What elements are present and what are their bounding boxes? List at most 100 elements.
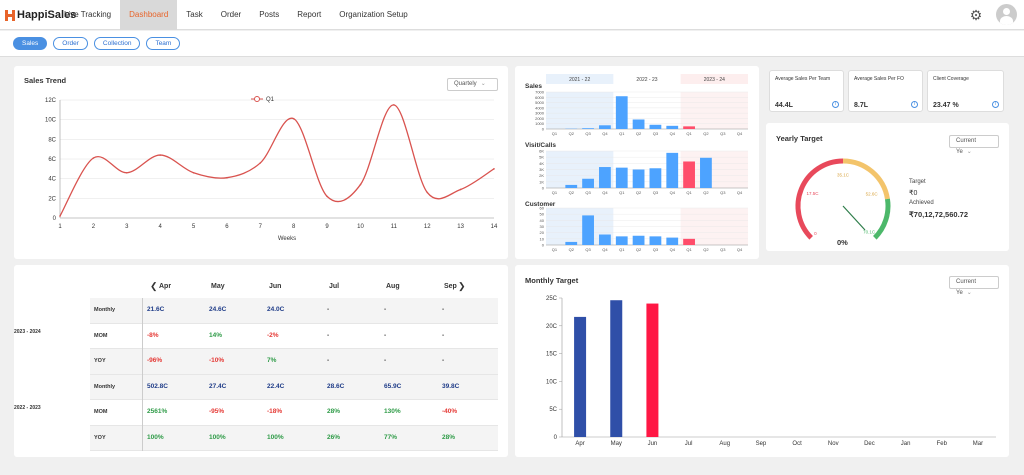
x-tick-label: Q3	[585, 247, 591, 252]
nav-item-order[interactable]: Order	[220, 10, 242, 19]
nav-item-report[interactable]: Report	[297, 10, 322, 19]
bar-jun[interactable]	[646, 303, 659, 437]
monthly-target-period-select[interactable]: Current Ye ⌄	[949, 276, 999, 296]
data-point	[125, 171, 128, 174]
kpi-avg-sales-team[interactable]: Average Sales Per Team 44.4L i	[769, 70, 844, 112]
nav-item-task[interactable]: Task	[186, 10, 203, 19]
y-tick-label: 1000	[535, 121, 545, 126]
bar[interactable]	[599, 234, 611, 245]
nav-item-live-tracking[interactable]: Live Tracking	[64, 10, 112, 19]
period-shade	[680, 92, 748, 129]
gear-icon[interactable]: ⚙	[969, 7, 983, 23]
gauge-segment	[795, 158, 844, 240]
year-label: 2022 - 2023	[14, 405, 41, 411]
bar[interactable]	[666, 125, 679, 129]
gauge-segment	[842, 158, 890, 200]
x-tick-label: 6	[225, 224, 229, 230]
top-navbar: HappiSales Live Tracking Dashboard Task Ord…	[0, 0, 1024, 30]
table-cell: 28%	[442, 433, 456, 441]
kpi-avg-sales-fo[interactable]: Average Sales Per FO 8.7L i	[848, 70, 923, 112]
y-tick-label: 0	[542, 186, 545, 191]
x-tick-label: 1	[58, 224, 62, 230]
y-tick-label: 6000	[535, 95, 545, 100]
row-label: YOY	[94, 434, 106, 441]
bar[interactable]	[683, 161, 695, 188]
x-tick-label: Q3	[653, 247, 659, 252]
bar[interactable]	[700, 157, 712, 188]
bar[interactable]	[615, 236, 628, 245]
avatar[interactable]	[996, 4, 1017, 25]
x-tick-label: 5	[192, 224, 196, 230]
tab-collection[interactable]: Collection	[93, 37, 141, 50]
achieved-value: ₹70,12,72,560.72	[909, 210, 968, 219]
bar[interactable]	[683, 238, 695, 245]
bar[interactable]	[632, 235, 645, 245]
data-point	[459, 188, 462, 191]
tab-sales[interactable]: Sales	[13, 37, 48, 50]
bar-apr[interactable]	[574, 316, 587, 437]
month-header: Jun	[269, 283, 282, 290]
sales-trend-period-select[interactable]: Quartely ⌄	[447, 78, 498, 91]
bar[interactable]	[599, 167, 611, 188]
bar[interactable]	[649, 124, 662, 129]
period-header-label: 2021 - 22	[569, 77, 590, 83]
kpi-title: Average Sales Per FO	[854, 76, 904, 82]
bar[interactable]	[683, 126, 695, 129]
table-cell: -8%	[147, 331, 159, 339]
nav-item-dashboard[interactable]: Dashboard	[120, 0, 178, 30]
legend-label[interactable]: Q1	[266, 97, 275, 103]
nav-item-organization-setup[interactable]: Organization Setup	[339, 10, 408, 19]
y-tick-label: 0	[53, 216, 57, 222]
tab-order[interactable]: Order	[53, 37, 88, 50]
bar[interactable]	[615, 167, 628, 188]
x-tick-label: Feb	[937, 441, 948, 447]
bar[interactable]	[565, 184, 578, 188]
yearly-target-card: Yearly Target Current Ye ⌄ 0 17.5C 35.1C 52.…	[766, 123, 1009, 251]
data-point	[359, 183, 362, 186]
bar[interactable]	[649, 168, 662, 188]
bar[interactable]	[582, 215, 594, 245]
bar[interactable]	[582, 128, 594, 129]
data-point	[192, 171, 195, 174]
period-header-label: 2022 - 23	[636, 77, 657, 83]
bar-may[interactable]	[610, 300, 623, 437]
info-icon[interactable]: i	[832, 101, 839, 108]
monthly-target-title: Monthly Target	[525, 276, 579, 285]
prev-arrow-icon[interactable]: ❮	[150, 281, 158, 291]
bar[interactable]	[599, 125, 611, 129]
bar[interactable]	[666, 237, 679, 245]
kpi-client-coverage[interactable]: Client Coverage 23.47 % i	[927, 70, 1004, 112]
x-tick-label: Q1	[686, 190, 692, 195]
monthly-comparison-table: ❮ ❯ Apr May Jun Jul Aug Sep 2023 - 2024 Monthly 21…	[14, 272, 508, 456]
table-cell: -96%	[147, 357, 163, 364]
sub-tabs-bar: Sales Order Collection Team	[0, 31, 1024, 57]
x-tick-label: Oct	[792, 441, 802, 447]
tab-team[interactable]: Team	[146, 37, 181, 50]
brand-logo[interactable]: HappiSales	[4, 9, 76, 21]
bar[interactable]	[565, 241, 578, 245]
bar[interactable]	[649, 236, 662, 245]
sales-trend-title: Sales Trend	[24, 76, 67, 85]
bar[interactable]	[632, 119, 645, 129]
yearly-target-title: Yearly Target	[776, 134, 823, 143]
next-arrow-icon[interactable]: ❯	[458, 281, 466, 291]
yearly-target-period-select[interactable]: Current Ye ⌄	[949, 135, 999, 155]
table-cell: -40%	[442, 408, 458, 415]
period-header-bg	[680, 74, 748, 84]
bar[interactable]	[666, 152, 679, 188]
nav-item-posts[interactable]: Posts	[259, 10, 280, 19]
sales-trend-period-value: Quartely	[454, 81, 477, 87]
period-header-label: 2023 - 24	[704, 77, 725, 83]
x-tick-label: Jun	[648, 441, 658, 447]
table-row	[90, 298, 498, 324]
achieved-label: Achieved	[909, 200, 934, 206]
y-tick-label: 3K	[539, 167, 544, 172]
info-icon[interactable]: i	[992, 101, 999, 108]
y-tick-label: 10	[540, 236, 545, 241]
bar[interactable]	[615, 96, 628, 129]
y-tick-label: 5K	[539, 155, 544, 160]
bar[interactable]	[632, 169, 645, 189]
bar[interactable]	[582, 178, 594, 188]
info-icon[interactable]: i	[911, 101, 918, 108]
